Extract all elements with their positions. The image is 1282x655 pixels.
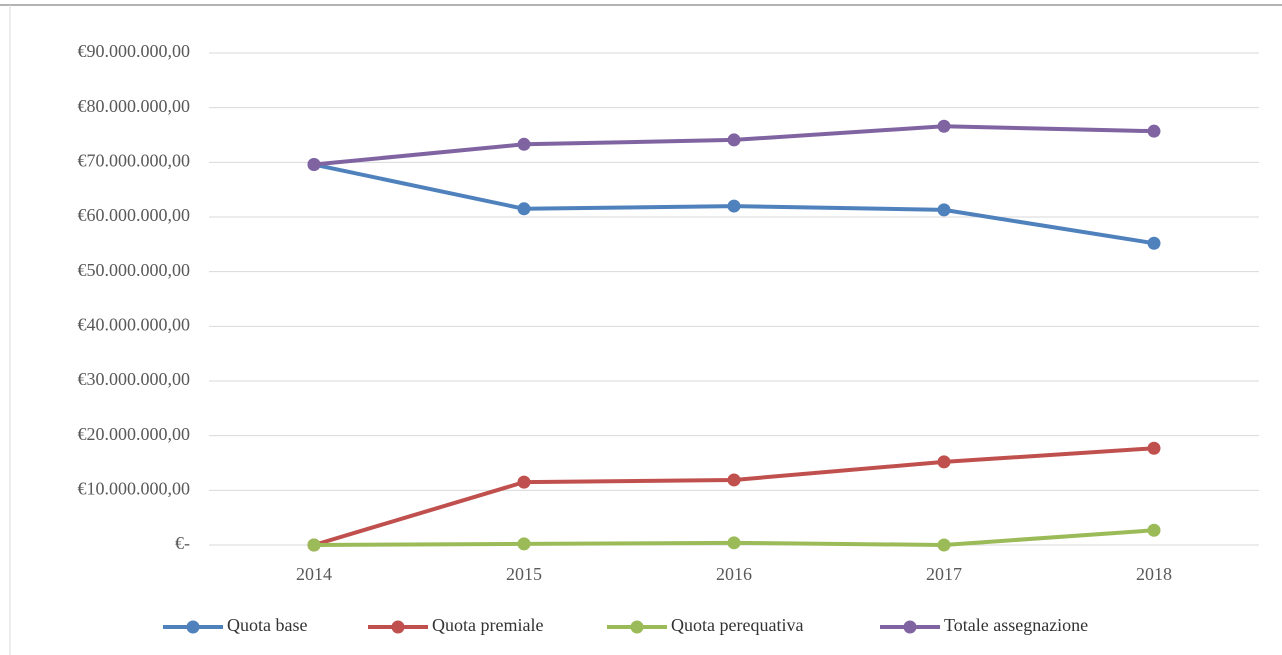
y-tick-label: €20.000.000,00 xyxy=(78,424,191,444)
x-tick-label: 2017 xyxy=(926,564,962,584)
legend-label: Totale assegnazione xyxy=(944,615,1088,635)
data-point xyxy=(1147,441,1161,455)
data-point xyxy=(307,158,321,172)
data-point xyxy=(727,473,741,487)
data-point xyxy=(727,133,741,147)
legend-marker xyxy=(903,620,917,634)
y-tick-label: €50.000.000,00 xyxy=(78,260,191,280)
legend: Quota base Quota premiale Quota perequativ… xyxy=(163,615,1088,635)
data-point xyxy=(727,536,741,550)
series-line xyxy=(313,446,1155,547)
data-point xyxy=(1147,523,1161,537)
data-point xyxy=(1147,236,1161,250)
x-tick-label: 2016 xyxy=(716,564,752,584)
y-tick-label: €- xyxy=(175,533,190,553)
x-tick-label: 2014 xyxy=(296,564,332,584)
y-tick-label: €10.000.000,00 xyxy=(78,478,191,498)
data-point xyxy=(937,119,951,133)
y-tick-label: €40.000.000,00 xyxy=(78,314,191,334)
data-point xyxy=(517,475,531,489)
legend-label: Quota premiale xyxy=(432,615,543,635)
data-point xyxy=(307,538,321,552)
data-point xyxy=(517,137,531,151)
legend-label: Quota base xyxy=(227,615,307,635)
data-point xyxy=(727,199,741,213)
y-tick-label: €90.000.000,00 xyxy=(78,41,191,61)
x-tick-label: 2018 xyxy=(1136,564,1172,584)
x-tick-label: 2015 xyxy=(506,564,542,584)
y-tick-label: €80.000.000,00 xyxy=(78,96,191,116)
data-point xyxy=(517,202,531,216)
legend-marker xyxy=(186,620,200,634)
data-point xyxy=(937,203,951,217)
data-point xyxy=(937,455,951,469)
y-tick-label: €60.000.000,00 xyxy=(78,205,191,225)
data-point xyxy=(1147,124,1161,138)
data-point xyxy=(517,537,531,551)
y-tick-label: €30.000.000,00 xyxy=(78,369,191,389)
y-tick-label: €70.000.000,00 xyxy=(78,150,191,170)
data-point xyxy=(937,538,951,552)
legend-label: Quota perequativa xyxy=(671,615,803,635)
legend-marker xyxy=(630,620,644,634)
legend-marker xyxy=(391,620,405,634)
